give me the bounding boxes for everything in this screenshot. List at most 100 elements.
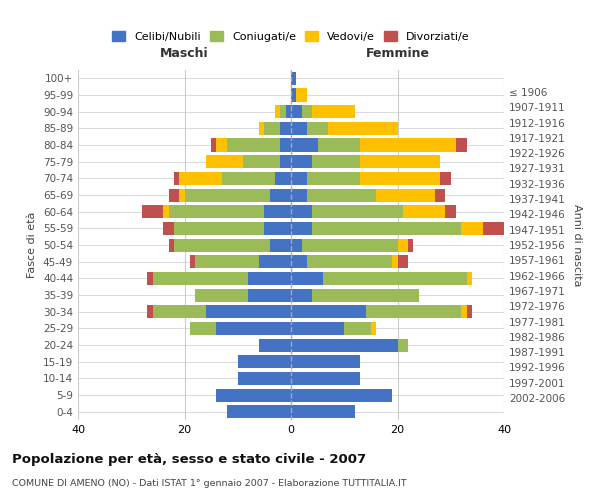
Bar [291, 355, 360, 368]
Bar [291, 255, 307, 268]
Bar [360, 138, 456, 151]
Bar [445, 205, 456, 218]
Bar [259, 122, 291, 135]
Bar [169, 205, 291, 218]
Bar [275, 105, 291, 118]
Bar [296, 88, 307, 102]
Bar [259, 255, 291, 268]
Bar [360, 172, 440, 185]
Bar [280, 122, 291, 135]
Bar [217, 388, 291, 402]
Bar [211, 138, 291, 151]
Bar [227, 405, 291, 418]
Bar [398, 338, 408, 351]
Bar [392, 255, 398, 268]
Bar [307, 122, 328, 135]
Y-axis label: Fasce di età: Fasce di età [28, 212, 37, 278]
Bar [179, 188, 291, 202]
Bar [291, 388, 392, 402]
Bar [291, 338, 398, 351]
Bar [360, 155, 440, 168]
Bar [376, 188, 435, 202]
Bar [317, 138, 360, 151]
Bar [280, 138, 291, 151]
Bar [190, 322, 291, 335]
Bar [238, 355, 291, 368]
Text: Maschi: Maschi [160, 47, 209, 60]
Bar [217, 388, 291, 402]
Bar [248, 288, 291, 302]
Bar [291, 155, 313, 168]
Bar [217, 138, 291, 151]
Bar [291, 272, 323, 285]
Bar [190, 255, 291, 268]
Bar [328, 122, 398, 135]
Bar [195, 288, 291, 302]
Bar [291, 322, 344, 335]
Bar [467, 272, 472, 285]
Bar [291, 188, 307, 202]
Bar [313, 288, 419, 302]
Bar [169, 188, 291, 202]
Bar [344, 322, 371, 335]
Bar [163, 222, 291, 235]
Bar [313, 105, 355, 118]
Bar [291, 205, 313, 218]
Bar [195, 255, 291, 268]
Y-axis label: Anni di nascita: Anni di nascita [572, 204, 582, 286]
Bar [435, 188, 445, 202]
Bar [238, 355, 291, 368]
Bar [265, 122, 291, 135]
Bar [291, 238, 302, 252]
Bar [174, 238, 291, 252]
Bar [291, 288, 313, 302]
Bar [259, 338, 291, 351]
Bar [280, 105, 291, 118]
Bar [152, 272, 291, 285]
Bar [307, 255, 392, 268]
Bar [265, 205, 291, 218]
Bar [248, 272, 291, 285]
Bar [371, 322, 376, 335]
Bar [259, 338, 291, 351]
Bar [291, 138, 317, 151]
Bar [206, 305, 291, 318]
Bar [217, 388, 291, 402]
Bar [313, 155, 360, 168]
Bar [195, 288, 291, 302]
Bar [291, 72, 296, 85]
Bar [238, 355, 291, 368]
Bar [174, 172, 291, 185]
Bar [142, 205, 291, 218]
Bar [286, 105, 291, 118]
Bar [206, 155, 291, 168]
Bar [238, 372, 291, 385]
Bar [307, 172, 360, 185]
Bar [238, 355, 291, 368]
Bar [147, 305, 291, 318]
Bar [174, 222, 291, 235]
Bar [174, 222, 291, 235]
Bar [408, 238, 413, 252]
Bar [291, 405, 355, 418]
Bar [217, 388, 291, 402]
Bar [265, 222, 291, 235]
Bar [227, 405, 291, 418]
Bar [259, 338, 291, 351]
Bar [275, 105, 291, 118]
Bar [174, 238, 291, 252]
Bar [461, 222, 482, 235]
Bar [147, 272, 291, 285]
Bar [291, 88, 296, 102]
Text: Popolazione per età, sesso e stato civile - 2007: Popolazione per età, sesso e stato civil… [12, 452, 366, 466]
Bar [259, 338, 291, 351]
Bar [323, 272, 467, 285]
Bar [398, 238, 408, 252]
Bar [195, 288, 291, 302]
Bar [275, 172, 291, 185]
Bar [185, 188, 291, 202]
Bar [456, 138, 467, 151]
Bar [243, 155, 291, 168]
Bar [238, 372, 291, 385]
Bar [440, 172, 451, 185]
